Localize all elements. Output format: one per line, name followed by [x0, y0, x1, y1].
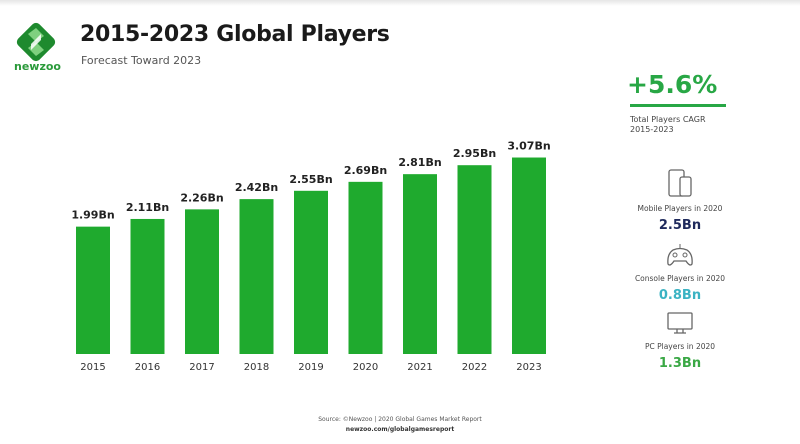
- stat-console: Console Players in 2020 0.8Bn: [620, 236, 740, 303]
- data-label: 2.69Bn: [344, 164, 387, 177]
- bar-2022: [457, 165, 492, 354]
- data-label: 2.95Bn: [453, 147, 496, 160]
- x-tick-label: 2022: [462, 362, 487, 373]
- newzoo-logo-icon: [16, 22, 56, 62]
- mobile-devices-icon: [620, 166, 740, 198]
- x-tick-label: 2019: [298, 362, 323, 373]
- data-label: 1.99Bn: [71, 209, 114, 222]
- stat-label: PC Players in 2020: [644, 342, 716, 351]
- x-tick-label: 2023: [516, 362, 541, 373]
- top-shade: [0, 0, 800, 6]
- bar-2021: [403, 174, 437, 354]
- bar-2020: [348, 181, 383, 354]
- data-label: 2.55Bn: [289, 173, 332, 186]
- x-tick-label: 2021: [407, 362, 432, 373]
- cagr-label-line1: Total Players CAGR: [630, 115, 706, 124]
- stat-mobile: Mobile Players in 2020 2.5Bn: [620, 166, 740, 233]
- x-tick-label: 2020: [353, 362, 378, 373]
- stat-value: 0.8Bn: [658, 288, 702, 303]
- data-label: 2.81Bn: [398, 156, 441, 169]
- bar-2018: [239, 199, 274, 354]
- stat-pc: PC Players in 2020 1.3Bn: [620, 304, 740, 371]
- source-note: Source: ©Newzoo | 2020 Global Games Mark…: [318, 416, 482, 423]
- cagr-underline: [630, 104, 726, 107]
- x-tick-label: 2015: [80, 362, 105, 373]
- x-tick-label: 2016: [135, 362, 160, 373]
- x-tick-label: 2018: [244, 362, 269, 373]
- cagr-label-line2: 2015-2023: [630, 125, 674, 134]
- bar-2016: [130, 218, 165, 354]
- monitor-icon: [620, 304, 740, 336]
- stat-label: Mobile Players in 2020: [637, 204, 723, 213]
- bar-2019: [294, 190, 328, 354]
- stat-value: 2.5Bn: [658, 218, 702, 233]
- bar-2015: [76, 226, 110, 354]
- x-tick-label: 2017: [189, 362, 214, 373]
- data-label: 2.42Bn: [235, 181, 278, 194]
- chart-title: 2015-2023 Global Players: [80, 22, 390, 47]
- chart-subtitle: Forecast Toward 2023: [81, 54, 202, 67]
- cagr-label: Total Players CAGR 2015-2023: [630, 115, 730, 135]
- data-label: 3.07Bn: [507, 140, 550, 153]
- data-label: 2.26Bn: [180, 191, 223, 204]
- cagr-value: +5.6%: [627, 70, 718, 99]
- bar-2017: [185, 209, 219, 354]
- bar-2023: [512, 157, 546, 354]
- logo-text: newzoo: [14, 60, 61, 73]
- stat-label: Console Players in 2020: [634, 274, 726, 283]
- stat-value: 1.3Bn: [658, 356, 702, 371]
- data-label: 2.11Bn: [126, 201, 169, 214]
- source-url[interactable]: newzoo.com/globalgamesreport: [345, 426, 455, 433]
- gamepad-icon: [620, 236, 740, 268]
